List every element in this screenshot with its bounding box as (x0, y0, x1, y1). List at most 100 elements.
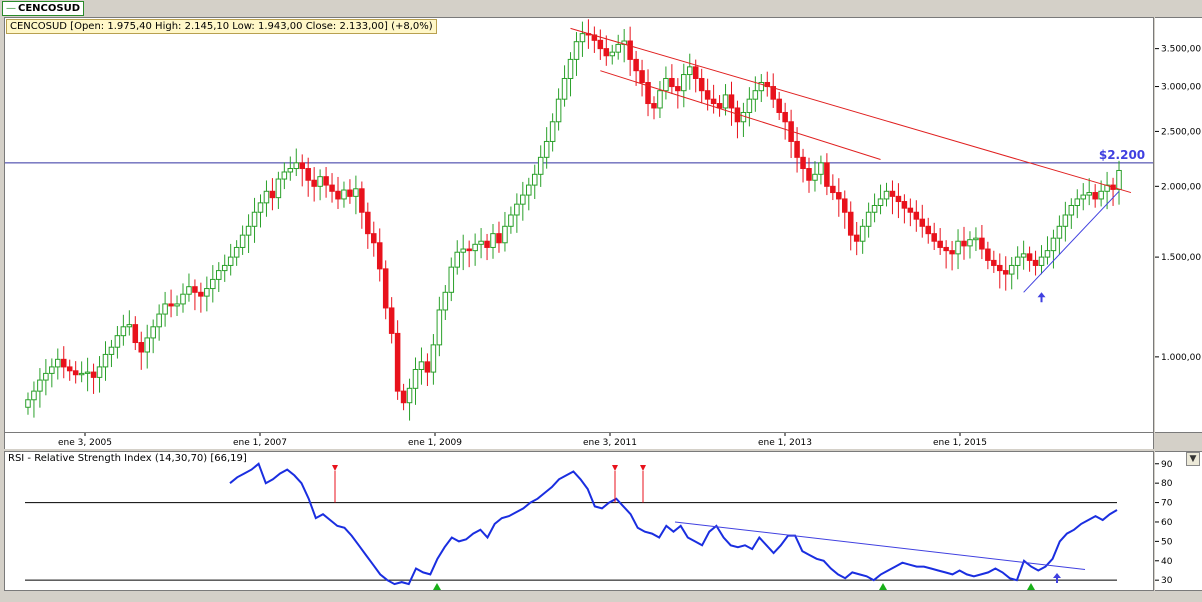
candle (31, 381, 37, 418)
candle-body-up (1074, 198, 1081, 207)
candle (78, 361, 85, 383)
rsi-chart (25, 462, 1118, 590)
candle-body-up (49, 366, 55, 374)
buy-signal-icon (433, 583, 441, 590)
date-tick-label: ene 3, 2005 (58, 438, 112, 448)
candle (943, 240, 949, 269)
candle (597, 29, 604, 60)
candle (669, 64, 675, 95)
candle (275, 171, 282, 209)
candle-body-down (716, 103, 723, 109)
candle (1044, 236, 1051, 265)
candle-body-up (108, 346, 115, 355)
candle (371, 221, 377, 257)
candle-body-up (406, 387, 413, 404)
candle-body-up (478, 240, 484, 245)
candle-body-down (603, 48, 610, 57)
candle (180, 283, 186, 313)
candle (561, 65, 568, 107)
rsi-tick-label: 60 (1161, 518, 1173, 528)
candle-body-up (1062, 214, 1069, 227)
candle (555, 88, 562, 131)
candle (239, 225, 246, 255)
candle (55, 348, 61, 380)
buy-signal-icon (879, 583, 887, 590)
candle (937, 228, 943, 255)
rsi-tick-label: 30 (1161, 576, 1173, 586)
candle-body-up (120, 326, 127, 337)
candle-body-down (60, 358, 67, 368)
candle (174, 295, 180, 316)
date-tick-label: ene 1, 2007 (233, 438, 287, 448)
candle (341, 181, 347, 208)
candle (84, 357, 91, 392)
price-chart-panel[interactable]: $2.200 (4, 17, 1154, 433)
candle (698, 68, 705, 104)
candle (198, 282, 204, 313)
candle-body-up (353, 188, 359, 197)
candle (233, 240, 240, 266)
symbol-legend[interactable]: — CENCOSUD (2, 1, 85, 16)
candle-body-up (520, 194, 526, 205)
candle-body-up (1056, 225, 1063, 239)
candle (1080, 183, 1087, 211)
candle (281, 162, 288, 190)
candle (329, 173, 335, 203)
candle-body-up (233, 246, 240, 258)
candle (871, 193, 878, 223)
date-tick-label: ene 3, 2011 (583, 438, 637, 448)
price-tick-label: 3.000,00 (1161, 83, 1201, 93)
candle (448, 257, 455, 302)
up-arrow-icon (1037, 292, 1046, 303)
candle-body-up (865, 211, 872, 227)
price-tick-label: 3.500,00 (1161, 45, 1201, 55)
candle-body-up (746, 98, 753, 113)
candle (406, 378, 413, 421)
candle-body-down (943, 246, 949, 252)
candle (418, 347, 425, 385)
candle (251, 197, 258, 243)
candle-body-up (293, 162, 300, 170)
candle-body-down (907, 207, 914, 213)
rsi-panel[interactable] (4, 451, 1154, 591)
candle (394, 320, 401, 400)
candle (382, 260, 389, 320)
candle-body-down (90, 371, 97, 378)
candle (1008, 256, 1015, 290)
candle-body-down (824, 162, 830, 187)
candle (162, 291, 168, 327)
candle (1002, 256, 1009, 291)
candle-body-up (561, 77, 568, 100)
rsi-axis: 30 40 50 60 70 80 90 (1155, 451, 1202, 591)
candle-body-up (1080, 194, 1087, 200)
candle-body-up (37, 379, 43, 392)
candle-body-up (555, 98, 562, 123)
candle-body-down (985, 248, 991, 261)
candle-body-down (925, 225, 932, 235)
candle (526, 177, 532, 211)
candle-body-up (102, 353, 109, 368)
candle (311, 167, 317, 202)
candle-body-up (210, 278, 216, 290)
candle-body-down (323, 176, 329, 186)
candle (633, 50, 639, 86)
candle-body-up (251, 211, 258, 227)
candle (335, 176, 341, 209)
candle-body-up (150, 326, 156, 339)
symbol-label: CENCOSUD (18, 3, 81, 14)
candle (376, 228, 383, 282)
candle-body-down (597, 39, 604, 50)
candle-body-up (454, 251, 461, 268)
candle-body-up (722, 94, 729, 109)
candle (746, 87, 753, 127)
candle-body-up (55, 358, 61, 368)
resize-handle-icon[interactable]: ▼ (1186, 452, 1200, 466)
candle-body-down (424, 361, 431, 373)
candle-body-up (436, 309, 443, 346)
candle-body-down (1026, 253, 1033, 261)
candle (305, 157, 311, 197)
candle-body-up (418, 361, 425, 370)
candle (1038, 245, 1045, 275)
candle (997, 253, 1003, 289)
candle-body-up (245, 225, 252, 236)
